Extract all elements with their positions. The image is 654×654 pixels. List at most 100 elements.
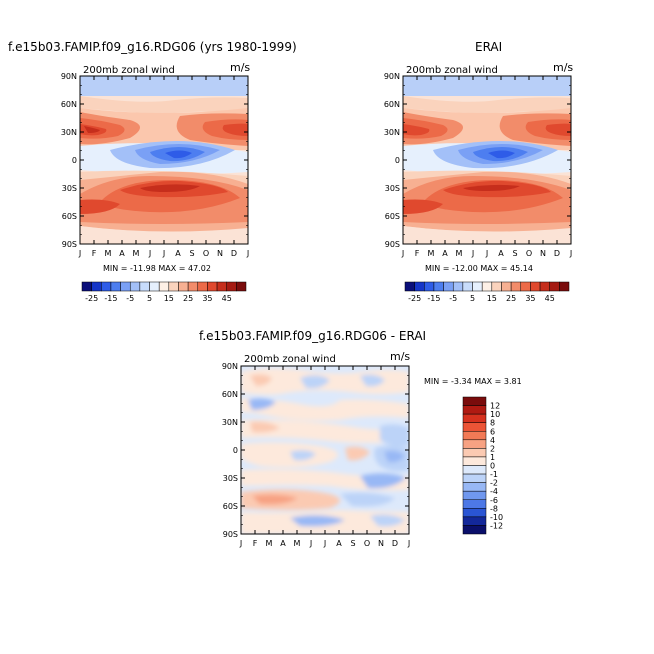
colorbar-label: 45: [545, 294, 555, 303]
panel-difference-units: m/s: [390, 350, 410, 363]
y-tick-label: 30N: [384, 128, 400, 137]
colorbar-swatch: [539, 281, 550, 292]
panel-erai: ERAI 200mb zonal wind m/s: [384, 40, 574, 273]
x-tick-label: J: [239, 539, 242, 548]
colorbar-label: -25: [85, 294, 98, 303]
colorbar-label: 10: [490, 410, 500, 419]
colorbar-label: 25: [506, 294, 516, 303]
colorbar-erai: -25 -15 -5 5 15 25 35 45: [404, 281, 570, 303]
x-tick-label: S: [350, 539, 355, 548]
x-tick-label: M: [428, 249, 435, 258]
panel-difference-yticks: 90N 60N 30N 0 30S 60S 90S: [222, 362, 409, 539]
colorbar-label: 1: [490, 453, 495, 462]
colorbar-swatch: [443, 281, 454, 292]
colorbar-swatch: [481, 281, 493, 292]
x-tick-label: S: [512, 249, 517, 258]
colorbar-swatch: [510, 281, 522, 292]
panel-difference: f.e15b03.FAMIP.f09_g16.RDG06 - ERAI 200m…: [199, 329, 522, 548]
colorbar-label: -6: [490, 496, 498, 505]
panel-difference-subtitle: 200mb zonal wind: [244, 354, 336, 365]
colorbar-swatch: [414, 281, 425, 292]
y-tick-label: 30S: [62, 184, 77, 193]
colorbar-label: 8: [490, 419, 495, 428]
y-tick-label: 60N: [222, 390, 238, 399]
colorbar-swatch: [491, 281, 502, 292]
x-tick-label: N: [540, 249, 546, 258]
y-tick-label: 90S: [385, 240, 400, 249]
colorbar-swatch: [226, 281, 237, 292]
colorbar-swatch: [462, 422, 487, 432]
colorbar-label: 4: [490, 436, 495, 445]
colorbar-swatch: [462, 490, 487, 500]
colorbar-swatch: [462, 499, 487, 509]
colorbar-swatch: [462, 431, 487, 441]
colorbar-swatch: [520, 281, 531, 292]
x-tick-label: J: [485, 249, 488, 258]
x-tick-label: S: [189, 249, 194, 258]
panel-model-stats: MIN = -11.98 MAX = 47.02: [103, 264, 211, 273]
x-tick-label: O: [526, 249, 532, 258]
colorbar-swatch: [129, 281, 141, 292]
colorbar-swatch: [101, 281, 112, 292]
x-tick-label: J: [162, 249, 165, 258]
y-tick-label: 90N: [61, 72, 77, 81]
colorbar-label: -1: [490, 470, 498, 479]
y-tick-label: 60S: [223, 502, 238, 511]
colorbar-swatch: [120, 281, 131, 292]
colorbar-label: 6: [490, 427, 495, 436]
colorbar-label: -2: [490, 479, 498, 488]
colorbar-label: -4: [490, 487, 498, 496]
colorbar-swatch: [139, 281, 150, 292]
y-tick-label: 60S: [385, 212, 400, 221]
colorbar-label: 12: [490, 402, 500, 411]
colorbar-swatch: [404, 281, 415, 292]
colorbar-swatch: [462, 396, 487, 406]
panel-erai-stats: MIN = -12.00 MAX = 45.14: [425, 264, 533, 273]
colorbar-label: 15: [164, 294, 174, 303]
x-tick-label: N: [217, 249, 223, 258]
y-tick-label: 30S: [385, 184, 400, 193]
colorbar-swatch: [462, 281, 473, 292]
x-tick-label: J: [309, 539, 312, 548]
colorbar-label: 5: [147, 294, 152, 303]
y-tick-label: 0: [395, 156, 400, 165]
x-tick-label: J: [401, 249, 404, 258]
colorbar-swatch: [452, 281, 464, 292]
panel-model-units: m/s: [230, 61, 250, 74]
colorbar-swatch: [549, 281, 560, 292]
x-tick-label: J: [78, 249, 81, 258]
panel-model-subtitle: 200mb zonal wind: [83, 65, 175, 76]
panel-model-yticks: 90N 60N 30N 0 30S 60S 90S: [61, 72, 248, 249]
colorbar-label: -15: [427, 294, 440, 303]
colorbar-label: -8: [490, 504, 498, 513]
y-tick-label: 60N: [61, 100, 77, 109]
colorbar-swatch: [149, 281, 160, 292]
x-tick-label: D: [231, 249, 237, 258]
colorbar-swatch: [462, 465, 487, 475]
x-tick-label: J: [246, 249, 249, 258]
colorbar-swatch: [168, 281, 179, 292]
colorbar-model: -25 -15 -5 5 15 25 35 45: [81, 281, 247, 303]
x-tick-label: M: [266, 539, 273, 548]
x-tick-label: N: [378, 539, 384, 548]
colorbar-swatch: [216, 281, 227, 292]
colorbar-swatch: [462, 525, 487, 535]
y-tick-label: 0: [72, 156, 77, 165]
x-tick-label: D: [554, 249, 560, 258]
y-tick-label: 60S: [62, 212, 77, 221]
x-tick-label: A: [280, 539, 286, 548]
panel-erai-subtitle: 200mb zonal wind: [406, 65, 498, 76]
x-tick-label: J: [407, 539, 410, 548]
colorbar-swatch: [91, 281, 102, 292]
y-tick-label: 30N: [61, 128, 77, 137]
colorbar-swatch: [530, 281, 541, 292]
x-tick-label: J: [323, 539, 326, 548]
panel-model-title: f.e15b03.FAMIP.f09_g16.RDG06 (yrs 1980-1…: [8, 40, 297, 54]
x-tick-label: O: [203, 249, 209, 258]
panel-erai-units: m/s: [553, 61, 573, 74]
colorbar-swatch: [187, 281, 199, 292]
